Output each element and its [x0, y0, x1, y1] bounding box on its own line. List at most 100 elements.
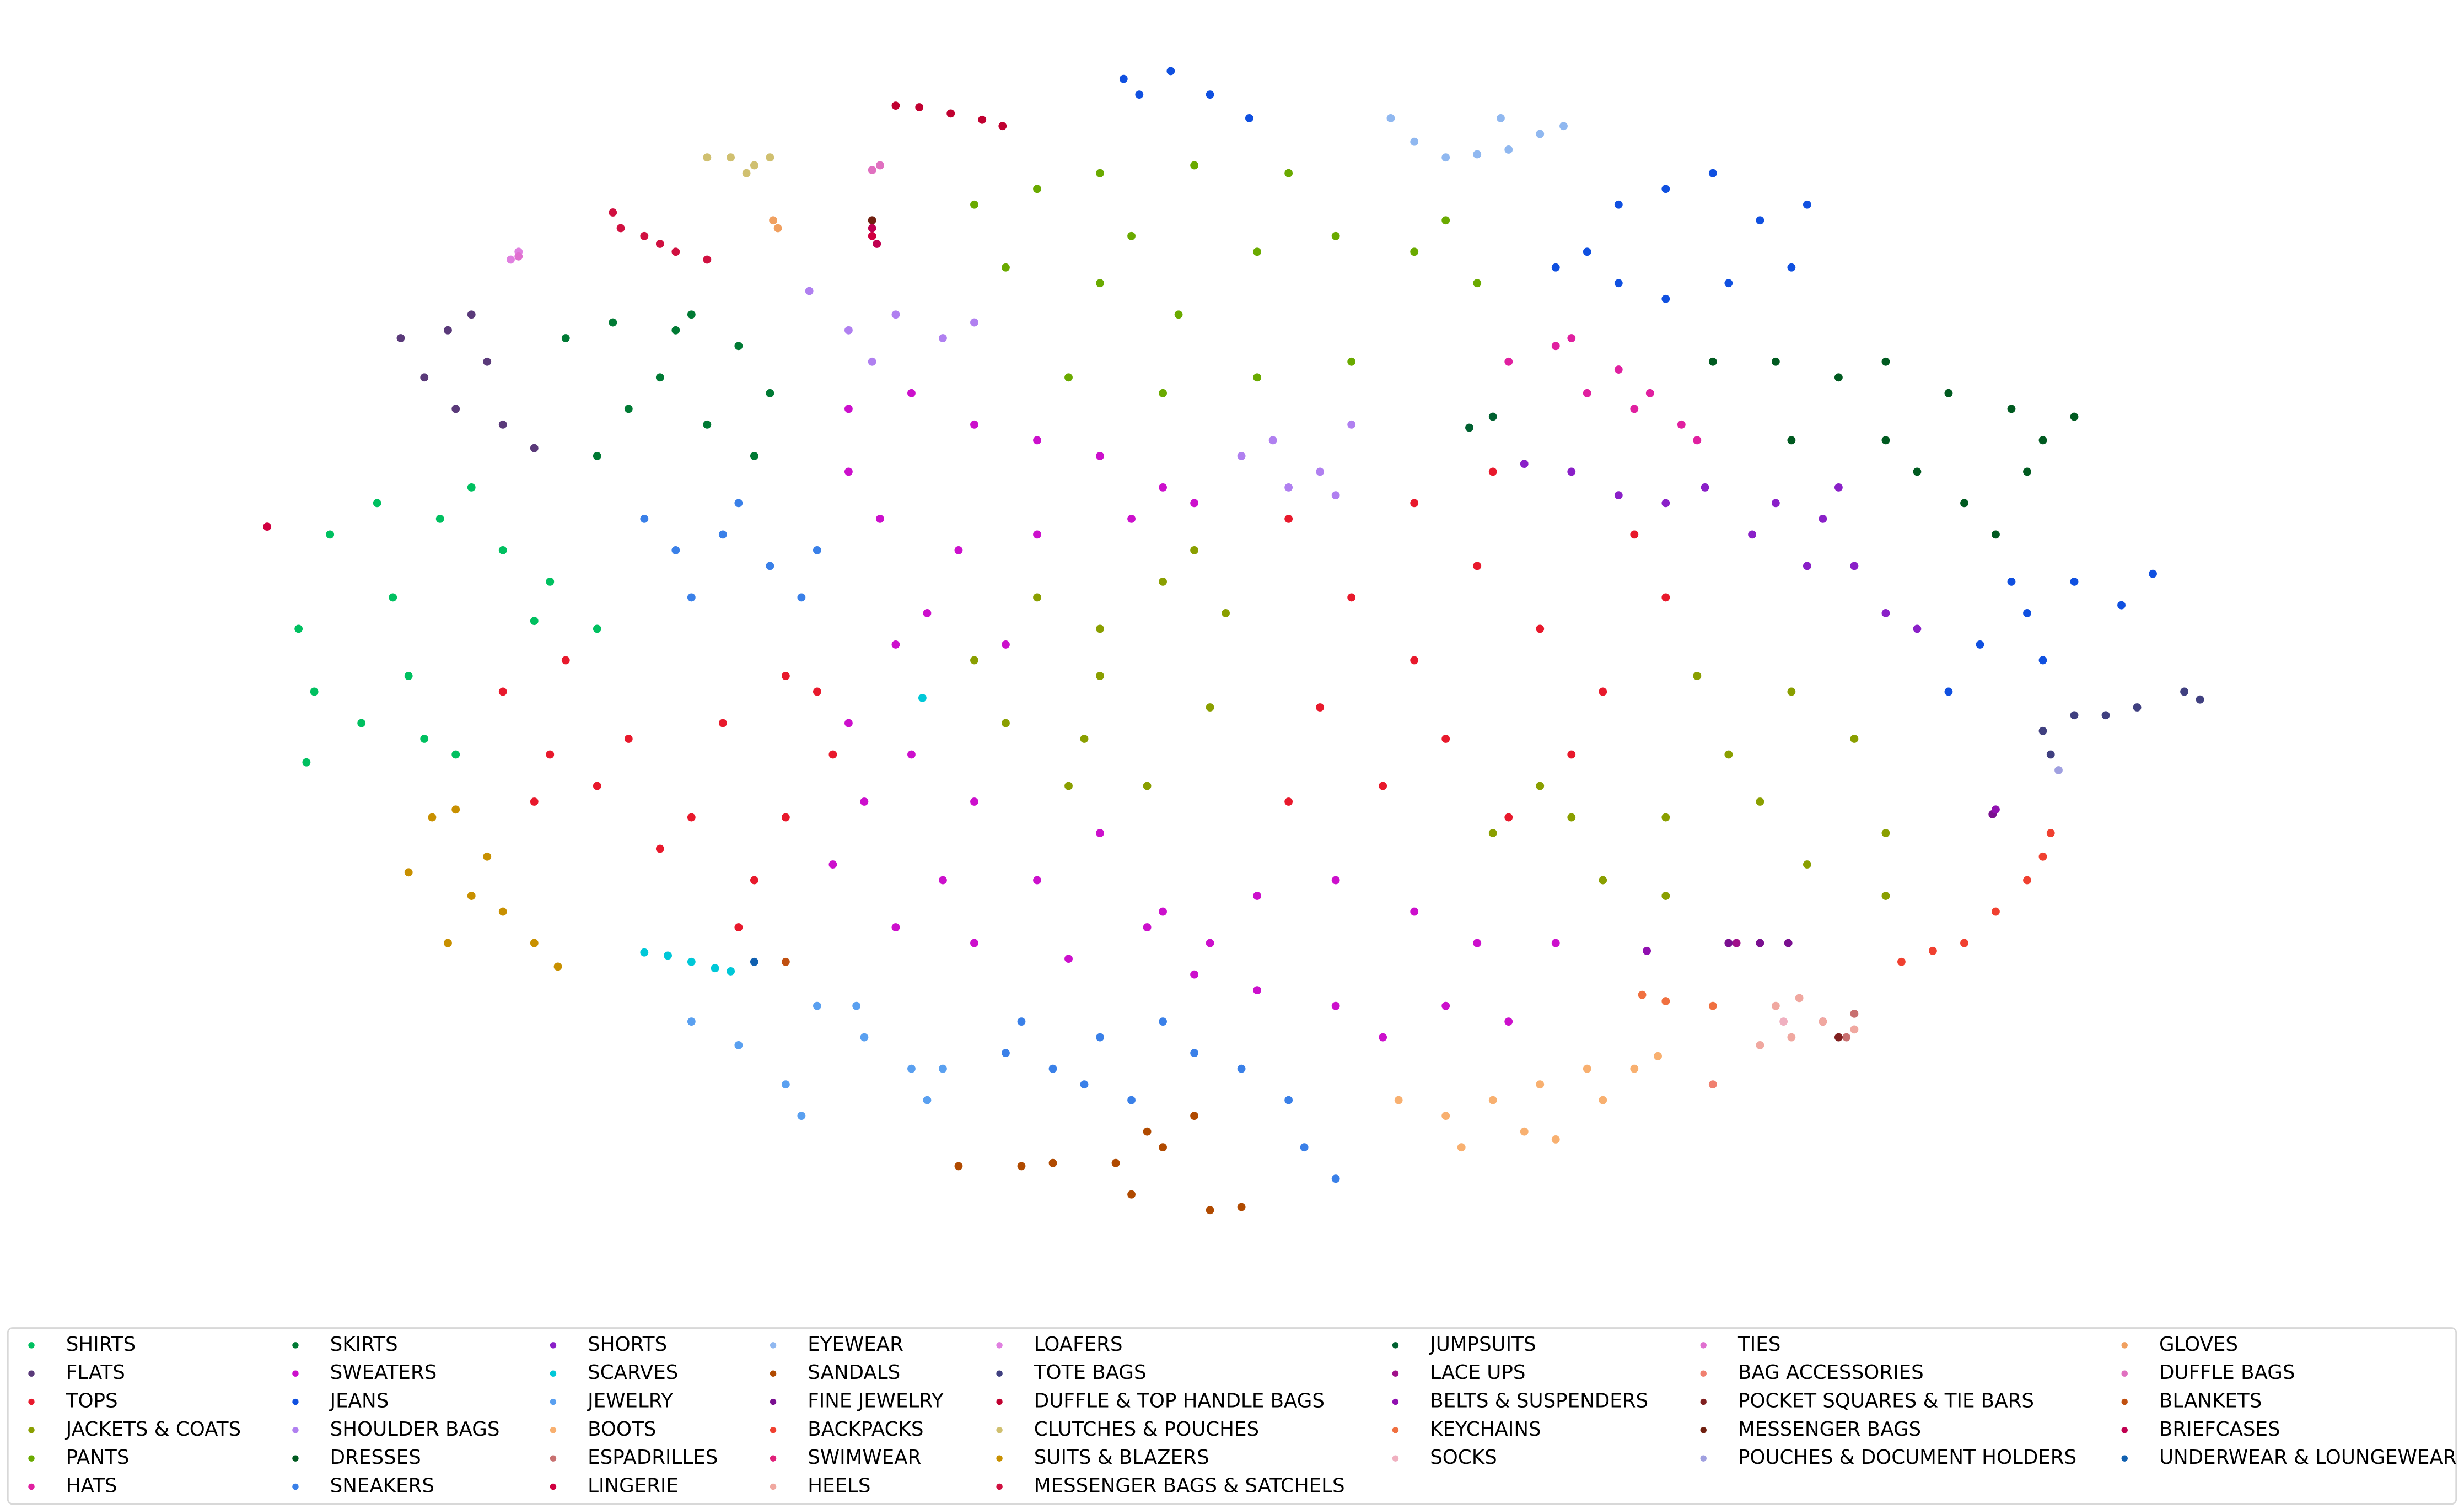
point [918, 693, 927, 702]
point [1143, 1127, 1152, 1136]
point [655, 240, 664, 248]
point [1347, 420, 1356, 429]
point [954, 546, 963, 554]
point [498, 687, 507, 696]
legend-label: GLOVES [2159, 1333, 2238, 1356]
legend-marker [996, 1427, 1003, 1433]
point [1410, 499, 1419, 508]
legend-marker [292, 1370, 299, 1377]
legend-marker [28, 1483, 35, 1490]
point [1661, 185, 1670, 193]
point [828, 750, 837, 759]
point [954, 1162, 963, 1171]
point [1834, 483, 1843, 492]
legend-marker [28, 1398, 35, 1405]
point [1096, 829, 1104, 837]
point [1064, 782, 1073, 790]
legend-label: POUCHES & DOCUMENT HOLDERS [1738, 1446, 2076, 1469]
point [1976, 640, 1984, 649]
point [1630, 405, 1639, 413]
point [844, 326, 853, 335]
point [1504, 357, 1513, 366]
point [1551, 1135, 1560, 1144]
legend-label: FINE JEWELRY [808, 1390, 944, 1413]
point [868, 166, 876, 174]
legend-label: MESSENGER BAGS & SATCHELS [1034, 1474, 1345, 1497]
point [1143, 923, 1152, 931]
point [420, 735, 429, 743]
point [624, 735, 633, 743]
point [1614, 365, 1623, 374]
point [1331, 1001, 1340, 1010]
point [451, 805, 460, 814]
point [1441, 735, 1450, 743]
point [687, 1017, 696, 1026]
point [1331, 1174, 1340, 1183]
point [2046, 750, 2055, 759]
point [1787, 687, 1796, 696]
point [750, 451, 758, 460]
point [357, 719, 366, 727]
point [1253, 986, 1262, 995]
point [1488, 829, 1497, 837]
point [1850, 1009, 1859, 1018]
legend-marker [1700, 1370, 1707, 1377]
point [907, 389, 916, 397]
point [546, 750, 555, 759]
point [1111, 1158, 1120, 1167]
point [483, 852, 492, 861]
point [1284, 1096, 1293, 1104]
point [1017, 1162, 1026, 1171]
point [1127, 1190, 1136, 1199]
legend-marker [292, 1398, 299, 1405]
point [1504, 813, 1513, 822]
point [998, 122, 1007, 131]
legend-label: JEANS [329, 1390, 389, 1413]
legend-marker [770, 1398, 777, 1405]
point [1331, 491, 1340, 500]
point [655, 373, 664, 382]
point [294, 624, 303, 633]
legend-marker [2121, 1370, 2128, 1377]
legend-marker [1392, 1427, 1399, 1433]
point [1960, 939, 1968, 947]
point [773, 224, 782, 233]
point [1237, 451, 1246, 460]
legend-label: UNDERWEAR & LOUNGEWEAR [2159, 1446, 2457, 1469]
point [1834, 1033, 1843, 1042]
point [1520, 460, 1529, 468]
point [1567, 334, 1576, 342]
legend-marker [28, 1427, 35, 1433]
point [1331, 231, 1340, 240]
legend-marker [28, 1370, 35, 1377]
legend-marker [1392, 1370, 1399, 1377]
point [1992, 805, 2000, 814]
point [1441, 1001, 1450, 1010]
point [907, 1064, 916, 1073]
legend-marker [1392, 1342, 1399, 1349]
legend-label: MESSENGER BAGS [1738, 1418, 1921, 1441]
point [451, 405, 460, 413]
point [1347, 357, 1356, 366]
point [1096, 624, 1104, 633]
legend-label: SHOULDER BAGS [330, 1418, 500, 1441]
point [1080, 1080, 1089, 1089]
point [1457, 1143, 1466, 1152]
point [907, 750, 916, 759]
point [1701, 483, 1709, 492]
point [593, 624, 601, 633]
point [1756, 797, 1764, 806]
point [1771, 357, 1780, 366]
point [444, 939, 452, 947]
point [1795, 994, 1804, 1003]
point [326, 530, 335, 539]
point [1143, 782, 1152, 790]
point [1536, 782, 1545, 790]
legend-marker [770, 1427, 777, 1433]
point [2046, 829, 2055, 837]
point [1190, 499, 1198, 508]
point [1992, 530, 2000, 539]
point [1284, 483, 1293, 492]
point [263, 522, 272, 531]
